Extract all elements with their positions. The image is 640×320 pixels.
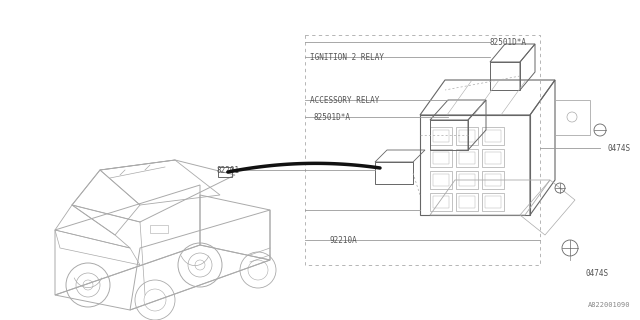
Bar	[482, 193, 504, 211]
Bar	[485, 152, 501, 164]
Bar	[430, 120, 468, 150]
Bar	[430, 171, 452, 189]
Bar	[430, 193, 452, 211]
Bar	[305, 35, 540, 265]
Bar	[490, 62, 520, 90]
Bar	[482, 171, 504, 189]
Bar	[456, 149, 478, 167]
Text: 82201: 82201	[217, 165, 240, 174]
Bar	[150, 225, 168, 233]
Text: IGNITION 2 RELAY: IGNITION 2 RELAY	[310, 52, 384, 61]
Bar	[482, 149, 504, 167]
Bar	[456, 127, 478, 145]
Text: 0474S: 0474S	[608, 143, 631, 153]
Bar	[482, 127, 504, 145]
Bar	[459, 196, 475, 208]
Bar	[456, 171, 478, 189]
Bar	[420, 115, 530, 215]
Bar	[375, 162, 413, 184]
Text: ACCESSORY RELAY: ACCESSORY RELAY	[310, 95, 380, 105]
Bar	[218, 167, 232, 177]
Bar	[456, 193, 478, 211]
Bar	[430, 149, 452, 167]
Text: 82501D*A: 82501D*A	[313, 113, 350, 122]
Bar	[433, 196, 449, 208]
Bar	[459, 152, 475, 164]
Text: 82501D*A: 82501D*A	[490, 37, 527, 46]
Text: 0474S: 0474S	[585, 269, 608, 278]
Text: A822001090: A822001090	[588, 302, 630, 308]
Bar	[485, 196, 501, 208]
Bar	[430, 127, 452, 145]
Bar	[459, 130, 475, 142]
Bar	[459, 174, 475, 186]
Bar	[433, 174, 449, 186]
Bar	[485, 174, 501, 186]
Bar	[433, 152, 449, 164]
Text: 92210A: 92210A	[330, 236, 358, 244]
Bar	[433, 130, 449, 142]
Bar	[485, 130, 501, 142]
